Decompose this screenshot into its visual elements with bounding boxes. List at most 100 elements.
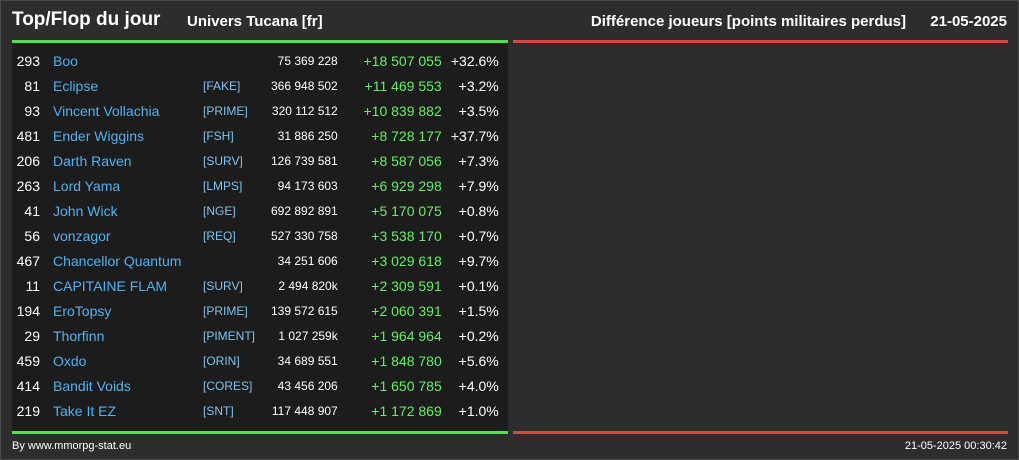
total-points: 43 456 206 — [277, 378, 338, 393]
alliance-tag-link[interactable]: [ORIN] — [203, 353, 240, 368]
rank-position: 459 — [16, 352, 40, 369]
percent-change: +0.8% — [458, 202, 499, 219]
alliance-tag-link[interactable] — [203, 48, 271, 73]
points-difference: +3 538 170 — [371, 227, 442, 244]
alliance-tag-link[interactable]: [PRIME] — [203, 303, 248, 318]
points-difference: +8 587 056 — [371, 152, 442, 169]
alliance-tag-link[interactable]: [PIMENT] — [203, 328, 256, 343]
table-row: 414 Bandit Voids [CORES] 43 456 206 +1 650 7… — [12, 373, 499, 398]
player-name-link[interactable]: Oxdo — [53, 352, 87, 369]
rank-position: 467 — [16, 252, 40, 269]
total-points: 126 739 581 — [271, 153, 338, 168]
alliance-tag-link[interactable]: [CORES] — [203, 378, 253, 393]
player-name-link[interactable]: Vincent Vollachia — [53, 102, 160, 119]
player-name-link[interactable]: Thorfinn — [53, 327, 105, 344]
player-name-link[interactable]: CAPITAINE FLAM — [53, 277, 168, 294]
total-points: 692 892 891 — [271, 203, 338, 218]
table-row: 293 Boo 75 369 228 +18 507 055 +32.6% — [12, 48, 499, 73]
top-accent-bar-upper — [12, 40, 508, 43]
player-name-link[interactable]: Chancellor Quantum — [53, 252, 182, 269]
flop-accent-bar-lower — [513, 431, 1008, 434]
alliance-tag-link[interactable]: [PRIME] — [203, 103, 248, 118]
source-credit: By www.mmorpg-stat.eu — [12, 440, 132, 452]
alliance-tag-link[interactable]: [FAKE] — [203, 78, 241, 93]
percent-change: +32.6% — [450, 52, 499, 69]
alliance-tag-link[interactable]: [SURV] — [203, 278, 243, 293]
points-difference: +1 964 964 — [371, 327, 442, 344]
rank-position: 41 — [24, 202, 40, 219]
points-difference: +18 507 055 — [363, 52, 442, 69]
universe-label: Univers Tucana [fr] — [187, 13, 323, 30]
alliance-tag-link[interactable] — [203, 248, 271, 273]
points-difference: +2 060 391 — [371, 302, 442, 319]
alliance-tag-link[interactable]: [SURV] — [203, 153, 243, 168]
points-difference: +10 839 882 — [363, 102, 442, 119]
player-name-link[interactable]: Eclipse — [53, 77, 99, 94]
points-difference: +6 929 298 — [371, 177, 442, 194]
page-title: Top/Flop du jour — [12, 9, 161, 30]
total-points: 320 112 512 — [271, 103, 338, 118]
percent-change: +1.5% — [458, 302, 499, 319]
player-name-link[interactable]: Bandit Voids — [53, 377, 131, 394]
rank-position: 56 — [24, 227, 40, 244]
total-points: 527 330 758 — [271, 228, 338, 243]
player-name-link[interactable]: Ender Wiggins — [53, 127, 145, 144]
percent-change: +0.7% — [458, 227, 499, 244]
player-name-link[interactable]: Lord Yama — [53, 177, 121, 194]
rank-position: 414 — [16, 377, 40, 394]
rank-position: 206 — [16, 152, 40, 169]
total-points: 31 886 250 — [277, 128, 338, 143]
top-ranking-table: 293 Boo 75 369 228 +18 507 055 +32.6% 81 Eclip… — [12, 48, 499, 423]
alliance-tag-link[interactable]: [REQ] — [203, 228, 236, 243]
total-points: 139 572 615 — [271, 303, 338, 318]
player-name-link[interactable]: Take It EZ — [53, 402, 117, 419]
rank-position: 11 — [25, 277, 40, 294]
points-difference: +8 728 177 — [371, 127, 442, 144]
points-difference: +5 170 075 — [371, 202, 442, 219]
player-name-link[interactable]: Darth Raven — [53, 152, 132, 169]
table-row: 459 Oxdo [ORIN] 34 689 551 +1 848 780 +5.6% — [12, 348, 499, 373]
alliance-tag-link[interactable]: [LMPS] — [203, 178, 243, 193]
percent-change: +3.2% — [458, 77, 499, 94]
total-points: 34 251 606 — [277, 253, 338, 268]
rank-position: 29 — [24, 327, 40, 344]
metric-label: Différence joueurs [points militaires pe… — [590, 13, 906, 30]
rank-position: 219 — [16, 402, 40, 419]
player-name-link[interactable]: John Wick — [53, 202, 118, 219]
points-difference: +2 309 591 — [371, 277, 442, 294]
rank-position: 263 — [16, 177, 40, 194]
table-row: 263 Lord Yama [LMPS] 94 173 603 +6 929 298 +7… — [12, 173, 499, 198]
percent-change: +7.3% — [458, 152, 499, 169]
total-points: 2 494 820k — [278, 278, 338, 293]
date-label: 21-05-2025 — [930, 13, 1007, 30]
table-row: 467 Chancellor Quantum 34 251 606 +3 029 61… — [12, 248, 499, 273]
table-row: 41 John Wick [NGE] 692 892 891 +5 170 075 +0.… — [12, 198, 499, 223]
alliance-tag-link[interactable]: [SNT] — [203, 403, 234, 418]
top-panel: 293 Boo 75 369 228 +18 507 055 +32.6% 81 Eclip… — [12, 44, 508, 431]
percent-change: +1.0% — [458, 402, 499, 419]
percent-change: +3.5% — [458, 102, 499, 119]
table-row: 206 Darth Raven [SURV] 126 739 581 +8 587 05… — [12, 148, 499, 173]
table-row: 93 Vincent Vollachia [PRIME] 320 112 512 +10… — [12, 98, 499, 123]
total-points: 366 948 502 — [271, 78, 338, 93]
alliance-tag-link[interactable]: [FSH] — [203, 128, 234, 143]
total-points: 117 448 907 — [271, 403, 338, 418]
points-difference: +3 029 618 — [371, 252, 442, 269]
flop-panel — [513, 44, 1008, 431]
percent-change: +5.6% — [458, 352, 499, 369]
table-row: 81 Eclipse [FAKE] 366 948 502 +11 469 553 +3.… — [12, 73, 499, 98]
total-points: 34 689 551 — [277, 353, 338, 368]
table-row: 481 Ender Wiggins [FSH] 31 886 250 +8 728 17… — [12, 123, 499, 148]
rank-position: 93 — [24, 102, 40, 119]
points-difference: +1 650 785 — [371, 377, 442, 394]
alliance-tag-link[interactable]: [NGE] — [203, 203, 236, 218]
percent-change: +9.7% — [458, 252, 499, 269]
percent-change: +4.0% — [458, 377, 499, 394]
player-name-link[interactable]: Boo — [53, 52, 78, 69]
player-name-link[interactable]: vonzagor — [53, 227, 111, 244]
points-difference: +11 469 553 — [364, 77, 442, 94]
rank-position: 81 — [24, 77, 40, 94]
player-name-link[interactable]: EroTopsy — [53, 302, 112, 319]
points-difference: +1 848 780 — [371, 352, 442, 369]
total-points: 75 369 228 — [277, 53, 338, 68]
